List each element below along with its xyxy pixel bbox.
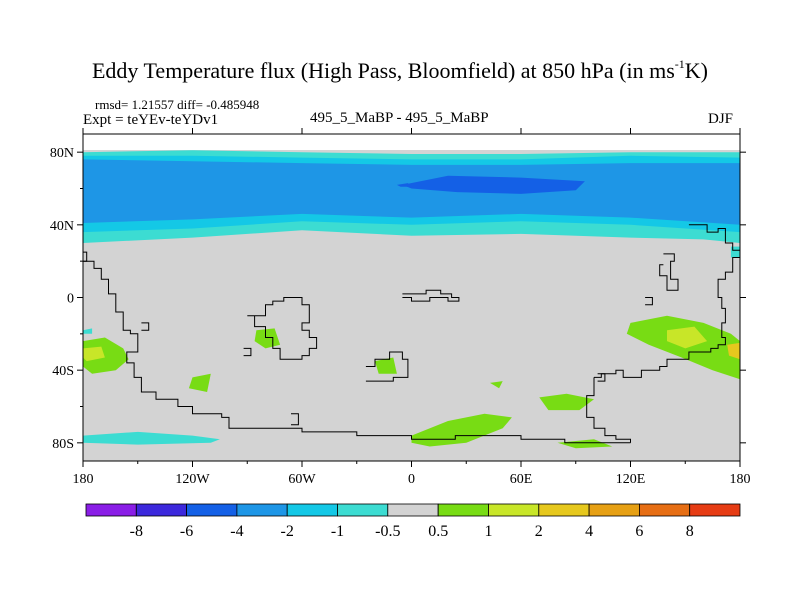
x-tick-label-0: 180 <box>73 472 94 487</box>
land-outline-se-island <box>597 373 606 382</box>
land-outline-ne-coast <box>688 224 740 251</box>
title-superscript: -1 <box>674 56 685 71</box>
stats-line: rmsd= 1.21557 diff= -0.485948 <box>95 97 260 112</box>
center-label: 495_5_MaBP - 495_5_MaBP <box>310 110 489 126</box>
colorbar-label-8: 2 <box>535 523 543 540</box>
land-outline-tropical-island <box>402 289 460 302</box>
colorbar-swatch-8 <box>488 503 540 517</box>
colorbar-label-9: 4 <box>585 523 593 540</box>
land-outline-east-continent <box>594 257 740 378</box>
chart-title: Eddy Temperature flux (High Pass, Bloomf… <box>0 56 800 84</box>
colorbar-swatch-10 <box>588 503 640 517</box>
colorbar-swatch-5 <box>337 503 389 517</box>
contour-region-20 <box>727 342 740 360</box>
colorbar-swatch-1 <box>135 503 188 517</box>
land-outline-nw-island <box>83 251 88 262</box>
land-outline-east-small-island <box>645 297 653 306</box>
colorbar-label-2: -4 <box>230 523 243 540</box>
title-main: Eddy Temperature flux (High Pass, Bloomf… <box>91 58 675 83</box>
colorbar-swatch-3 <box>236 503 288 517</box>
colorbar-label-6: 0.5 <box>428 523 448 540</box>
title-end: K) <box>684 58 708 83</box>
colorbar-swatch-2 <box>186 503 238 517</box>
land-outline-east-peninsula <box>659 253 679 291</box>
x-tick-label-4: 60E <box>510 472 533 487</box>
land-outline-sw-island-c <box>291 413 299 426</box>
y-tick-label-1: 40N <box>50 219 74 234</box>
contour-region-11 <box>254 328 281 349</box>
colorbar-swatch-6 <box>387 503 439 517</box>
land-outline-sw-island-b <box>243 347 252 357</box>
contour-region-9 <box>83 337 129 374</box>
colorbar-swatch-0 <box>85 503 137 517</box>
colorbar-swatch-9 <box>538 503 590 517</box>
contour-region-15 <box>539 393 594 411</box>
contour-region-18 <box>83 346 105 362</box>
colorbar-swatch-7 <box>437 503 489 517</box>
x-tick-label-2: 60W <box>288 472 316 487</box>
x-tick-label-1: 120W <box>175 472 210 487</box>
colorbar-swatch-12 <box>689 503 741 517</box>
x-tick-label-6: 180 <box>730 472 751 487</box>
x-tick-label-3: 0 <box>408 472 415 487</box>
y-tick-label-2: 0 <box>67 292 74 307</box>
land-outline-east-lower-coast <box>586 377 631 443</box>
contour-region-2 <box>83 159 740 225</box>
land-outline-north-america <box>83 260 631 444</box>
contour-region-6 <box>83 328 93 334</box>
contour-region-19 <box>667 326 708 349</box>
season-label: DJF <box>707 111 733 127</box>
contour-region-16 <box>490 381 503 389</box>
contour-region-12 <box>375 357 397 374</box>
y-tick-label-0: 80N <box>50 146 74 161</box>
colorbar-label-1: -6 <box>180 523 193 540</box>
land-outline-southern-island <box>365 351 409 382</box>
expt-label: Expt = teYEv-teYDv1 <box>83 112 219 128</box>
y-tick-label-3: 40S <box>52 364 74 379</box>
colorbar-label-4: -1 <box>331 523 344 540</box>
contour-region-3 <box>402 175 585 194</box>
colorbar-swatch-4 <box>286 503 338 517</box>
colorbar-label-10: 6 <box>635 523 643 540</box>
colorbar-label-11: 8 <box>686 523 694 540</box>
contour-region-13 <box>411 413 512 447</box>
land-outline-south-america <box>247 297 318 360</box>
y-tick-label-4: 80S <box>52 437 74 452</box>
contour-region-10 <box>188 373 211 392</box>
contour-region-4 <box>396 183 412 187</box>
colorbar-swatch-11 <box>639 503 691 517</box>
colorbar-label-3: -2 <box>281 523 294 540</box>
colorbar-label-5: -0.5 <box>375 523 400 540</box>
x-tick-label-5: 120E <box>616 472 646 487</box>
contour-region-5 <box>83 431 220 445</box>
land-outline-sw-island-a <box>141 322 150 331</box>
colorbar-label-0: -8 <box>130 523 143 540</box>
contour-region-17 <box>557 439 613 449</box>
colorbar-label-7: 1 <box>485 523 493 540</box>
